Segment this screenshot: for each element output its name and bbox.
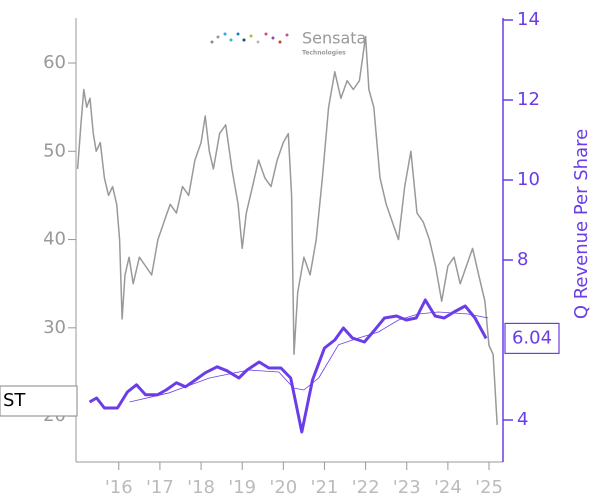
series-line xyxy=(129,311,489,403)
ticker-box xyxy=(0,385,78,417)
y-tick-label: 50 xyxy=(43,140,66,161)
y2-tick-label: 4 xyxy=(517,409,528,430)
logo-dot xyxy=(271,36,275,40)
x-tick-label: '20 xyxy=(269,477,297,498)
y2-axis-label: Q Revenue Per Share xyxy=(571,129,592,319)
logo-dot xyxy=(285,33,289,37)
logo-dot xyxy=(236,32,240,36)
logo-sub: Technologies xyxy=(302,50,346,57)
x-tick-label: '23 xyxy=(393,477,421,498)
x-tick-label: '24 xyxy=(434,477,462,498)
logo-dot xyxy=(278,40,282,44)
logo-dot xyxy=(264,32,268,36)
logo-dot xyxy=(249,34,253,38)
series-line xyxy=(76,35,498,425)
x-tick-label: '18 xyxy=(187,477,215,498)
x-tick-label: '25 xyxy=(475,477,503,498)
x-tick-label: '21 xyxy=(311,477,339,498)
logo-dot xyxy=(229,38,233,42)
x-tick-label: '22 xyxy=(352,477,380,498)
series-line xyxy=(88,298,488,434)
ticker-label: ST xyxy=(3,390,26,411)
y2-tick-label: 8 xyxy=(517,249,528,270)
y-tick-label: 60 xyxy=(43,52,66,73)
y-tick-label: 30 xyxy=(43,317,66,338)
value-box xyxy=(504,322,560,354)
y2-tick-label: 14 xyxy=(517,9,540,30)
value-label: 6.04 xyxy=(512,327,552,348)
x-tick-label: '17 xyxy=(146,477,174,498)
x-tick-label: '19 xyxy=(228,477,256,498)
y2-tick-label: 10 xyxy=(517,169,540,190)
x-tick-label: '16 xyxy=(105,477,133,498)
logo-dot xyxy=(242,38,246,42)
y-tick-label: 40 xyxy=(43,229,66,250)
logo-dot xyxy=(223,32,227,36)
y2-tick-label: 12 xyxy=(517,89,540,110)
logo-dot xyxy=(210,40,214,44)
logo-dot xyxy=(256,40,260,44)
logo: Sensata Technologies xyxy=(210,29,366,57)
logo-name: Sensata xyxy=(302,29,366,48)
logo-dot xyxy=(216,35,220,39)
